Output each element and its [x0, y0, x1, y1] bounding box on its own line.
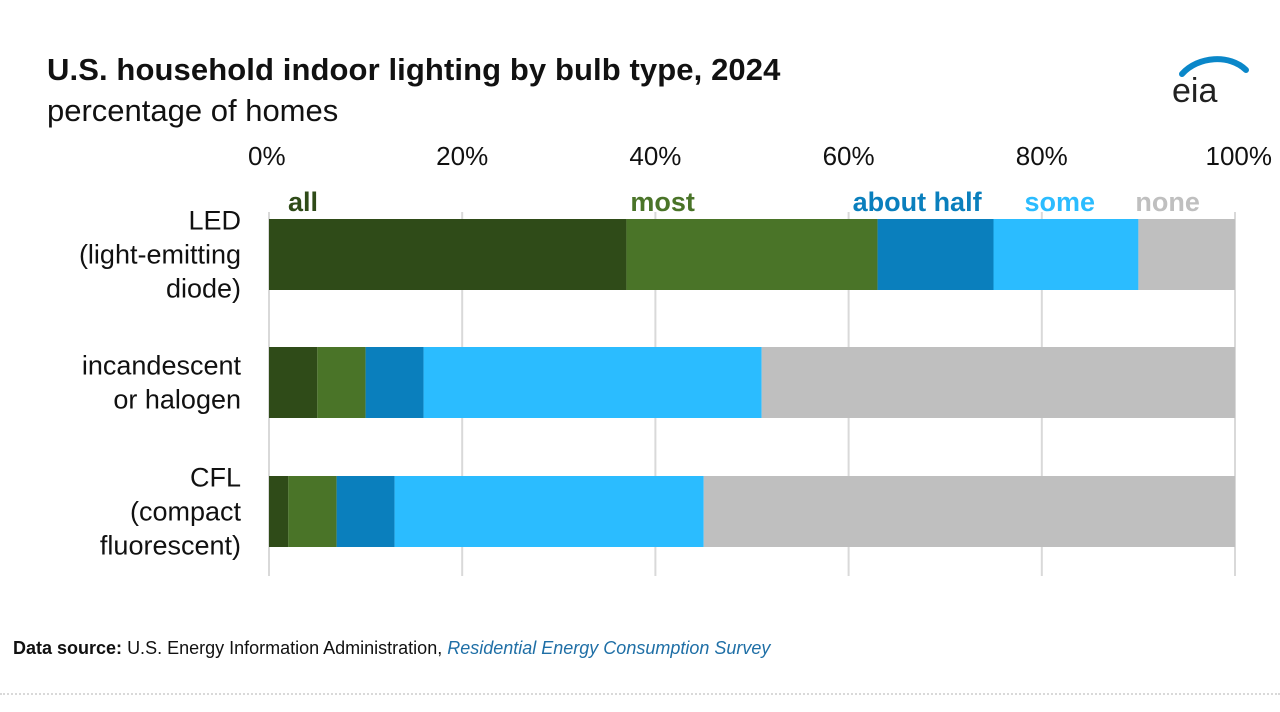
- bar-segment-some: [423, 347, 762, 418]
- legend-label-all: all: [288, 187, 318, 217]
- bar-segment-all: [269, 347, 318, 418]
- bar-segment-all: [269, 219, 627, 290]
- category-label: fluorescent): [100, 531, 241, 561]
- category-label: (compact: [130, 497, 242, 527]
- bar-segment-all: [269, 476, 289, 547]
- x-tick-label: 60%: [823, 141, 875, 171]
- bar-segment-none: [1138, 219, 1235, 290]
- category-label: diode): [166, 274, 241, 304]
- x-tick-label: 20%: [436, 141, 488, 171]
- source-text: U.S. Energy Information Administration,: [127, 638, 443, 658]
- bar-segment-about-half: [877, 219, 994, 290]
- x-tick-label: 40%: [629, 141, 681, 171]
- bar-segment-about-half: [336, 476, 395, 547]
- category-label: (light-emitting: [79, 240, 241, 270]
- source-link[interactable]: Residential Energy Consumption Survey: [447, 638, 771, 658]
- bar-segment-most: [626, 219, 878, 290]
- source-label: Data source:: [13, 638, 123, 658]
- legend-label-none: none: [1135, 187, 1200, 217]
- footer-divider: [0, 693, 1280, 695]
- logo-swoosh: [1179, 56, 1249, 77]
- legend-label-about-half: about half: [853, 187, 983, 217]
- bar-segment-some: [394, 476, 704, 547]
- chart-subtitle: percentage of homes: [47, 93, 339, 128]
- bar-segment-none: [703, 476, 1235, 547]
- category-label: or halogen: [113, 385, 241, 415]
- bar-segment-some: [993, 219, 1139, 290]
- data-source: Data source: U.S. Energy Information Adm…: [13, 638, 770, 659]
- bar-segment-about-half: [365, 347, 424, 418]
- legend-label-some: some: [1025, 187, 1096, 217]
- bar-segment-most: [317, 347, 366, 418]
- category-label: CFL: [190, 463, 241, 493]
- bar-chart: 0% 20% 40% 60% 80% 100% LED (light-emitting diod…: [79, 141, 1273, 576]
- category-label: incandescent: [82, 351, 242, 381]
- legend-label-most: most: [630, 187, 695, 217]
- eia-logo: eia: [1172, 56, 1249, 108]
- logo-text: eia: [1172, 72, 1217, 108]
- bar-segment-none: [761, 347, 1235, 418]
- x-tick-label: 80%: [1016, 141, 1068, 171]
- chart-title: U.S. household indoor lighting by bulb t…: [47, 52, 781, 87]
- x-tick-label: 100%: [1206, 141, 1273, 171]
- x-tick-label: 0%: [248, 141, 286, 171]
- bar-segment-most: [288, 476, 337, 547]
- category-label: LED: [188, 206, 241, 236]
